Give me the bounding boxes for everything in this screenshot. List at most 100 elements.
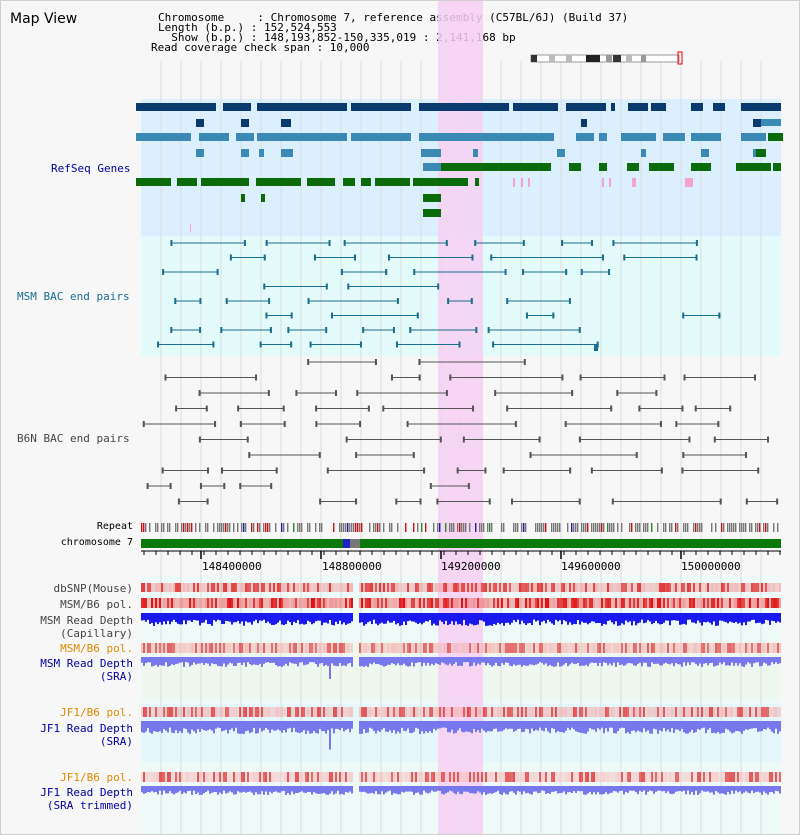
gene-feature bbox=[569, 163, 581, 171]
depth-bar bbox=[293, 613, 295, 622]
heat-cell bbox=[217, 643, 219, 653]
heat-cell bbox=[741, 707, 743, 717]
heat-cell bbox=[369, 707, 371, 717]
track-label-msm-bac[interactable]: MSM BAC end pairs bbox=[17, 290, 130, 303]
depth-bar bbox=[525, 786, 527, 794]
heat-cell bbox=[219, 598, 221, 608]
depth-bar bbox=[553, 657, 555, 667]
heat-cell bbox=[647, 707, 649, 717]
depth-bar bbox=[319, 721, 321, 729]
heat-cell bbox=[317, 583, 319, 592]
depth-bar bbox=[393, 786, 395, 794]
depth-bar bbox=[667, 721, 669, 730]
depth-bar bbox=[577, 721, 579, 732]
heat-cell bbox=[767, 643, 769, 653]
heat-cell bbox=[713, 707, 715, 717]
heat-cell bbox=[565, 707, 567, 717]
heat-cell bbox=[259, 772, 261, 782]
repeat-element bbox=[333, 523, 335, 532]
heat-cell bbox=[205, 583, 207, 592]
bac-end-marker bbox=[315, 405, 318, 412]
heat-cell bbox=[267, 707, 269, 717]
heat-cell bbox=[669, 643, 671, 653]
repeat-element bbox=[555, 523, 557, 532]
depth-bar bbox=[591, 786, 593, 795]
heat-cell bbox=[347, 772, 349, 782]
heat-cell bbox=[755, 583, 757, 592]
depth-bar bbox=[643, 613, 645, 624]
depth-bar bbox=[505, 657, 507, 663]
repeat-element bbox=[601, 523, 603, 532]
heat-cell bbox=[571, 772, 573, 782]
depth-bar bbox=[753, 786, 755, 794]
heat-cell bbox=[633, 772, 635, 782]
heat-cell bbox=[463, 583, 465, 592]
depth-bar bbox=[551, 657, 553, 667]
heat-cell bbox=[755, 598, 757, 608]
depth-bar bbox=[203, 721, 205, 731]
track-label-refseq[interactable]: RefSeq Genes bbox=[51, 162, 131, 175]
depth-bar bbox=[207, 721, 209, 731]
heat-cell bbox=[285, 772, 287, 782]
heat-cell bbox=[465, 583, 467, 592]
heat-cell bbox=[391, 598, 393, 608]
bac-end-marker bbox=[345, 436, 348, 443]
heat-cell bbox=[577, 643, 579, 653]
depth-bar bbox=[497, 613, 499, 623]
bac-end-marker bbox=[170, 240, 173, 246]
heat-cell bbox=[689, 772, 691, 782]
repeat-element bbox=[767, 523, 769, 532]
repeat-element bbox=[599, 523, 601, 532]
heat-cell bbox=[669, 598, 671, 608]
heat-cell bbox=[315, 707, 317, 717]
depth-bar bbox=[399, 721, 401, 734]
heat-cell bbox=[155, 772, 157, 782]
heat-cell bbox=[599, 583, 601, 592]
repeat-element bbox=[379, 523, 381, 532]
depth-bar bbox=[517, 721, 519, 730]
heat-cell bbox=[709, 598, 711, 608]
heat-cell bbox=[703, 707, 705, 717]
heat-cell bbox=[527, 583, 529, 592]
depth-bar bbox=[271, 657, 273, 663]
heat-cell bbox=[497, 707, 499, 717]
depth-bar bbox=[575, 786, 577, 793]
heat-cell bbox=[485, 772, 487, 782]
heat-cell bbox=[615, 598, 617, 608]
depth-bar bbox=[677, 721, 679, 730]
bac-end-marker bbox=[325, 283, 328, 290]
depth-bar bbox=[393, 721, 395, 731]
depth-bar bbox=[221, 657, 223, 667]
heat-cell bbox=[433, 583, 435, 592]
depth-bar bbox=[657, 721, 659, 734]
heat-cell bbox=[451, 707, 453, 717]
track-label-b6n-bac[interactable]: B6N BAC end pairs bbox=[17, 432, 130, 445]
depth-bar bbox=[337, 613, 339, 624]
depth-bar bbox=[515, 657, 517, 666]
depth-bar bbox=[235, 786, 237, 795]
depth-bar bbox=[773, 721, 775, 734]
depth-bar bbox=[263, 721, 265, 731]
heat-cell bbox=[527, 598, 529, 608]
repeat-element bbox=[439, 523, 441, 532]
depth-bar bbox=[179, 786, 181, 791]
depth-bar bbox=[305, 657, 307, 665]
depth-bar bbox=[223, 721, 225, 731]
repeat-element bbox=[731, 523, 733, 532]
bac-end-marker bbox=[330, 312, 333, 319]
repeat-element bbox=[557, 523, 559, 532]
depth-bar bbox=[527, 721, 529, 730]
heat-cell bbox=[419, 707, 421, 717]
heat-cell bbox=[285, 707, 287, 717]
heat-cell bbox=[251, 598, 253, 608]
bac-end-marker bbox=[243, 240, 246, 246]
heat-cell bbox=[359, 598, 361, 608]
heat-cell bbox=[643, 583, 645, 592]
depth-bar bbox=[381, 786, 383, 792]
track-label-chromosome: chromosome 7 bbox=[60, 537, 133, 548]
depth-bar bbox=[143, 657, 145, 666]
depth-bar bbox=[439, 657, 441, 665]
depth-bar bbox=[675, 786, 677, 792]
depth-bar bbox=[523, 721, 525, 732]
